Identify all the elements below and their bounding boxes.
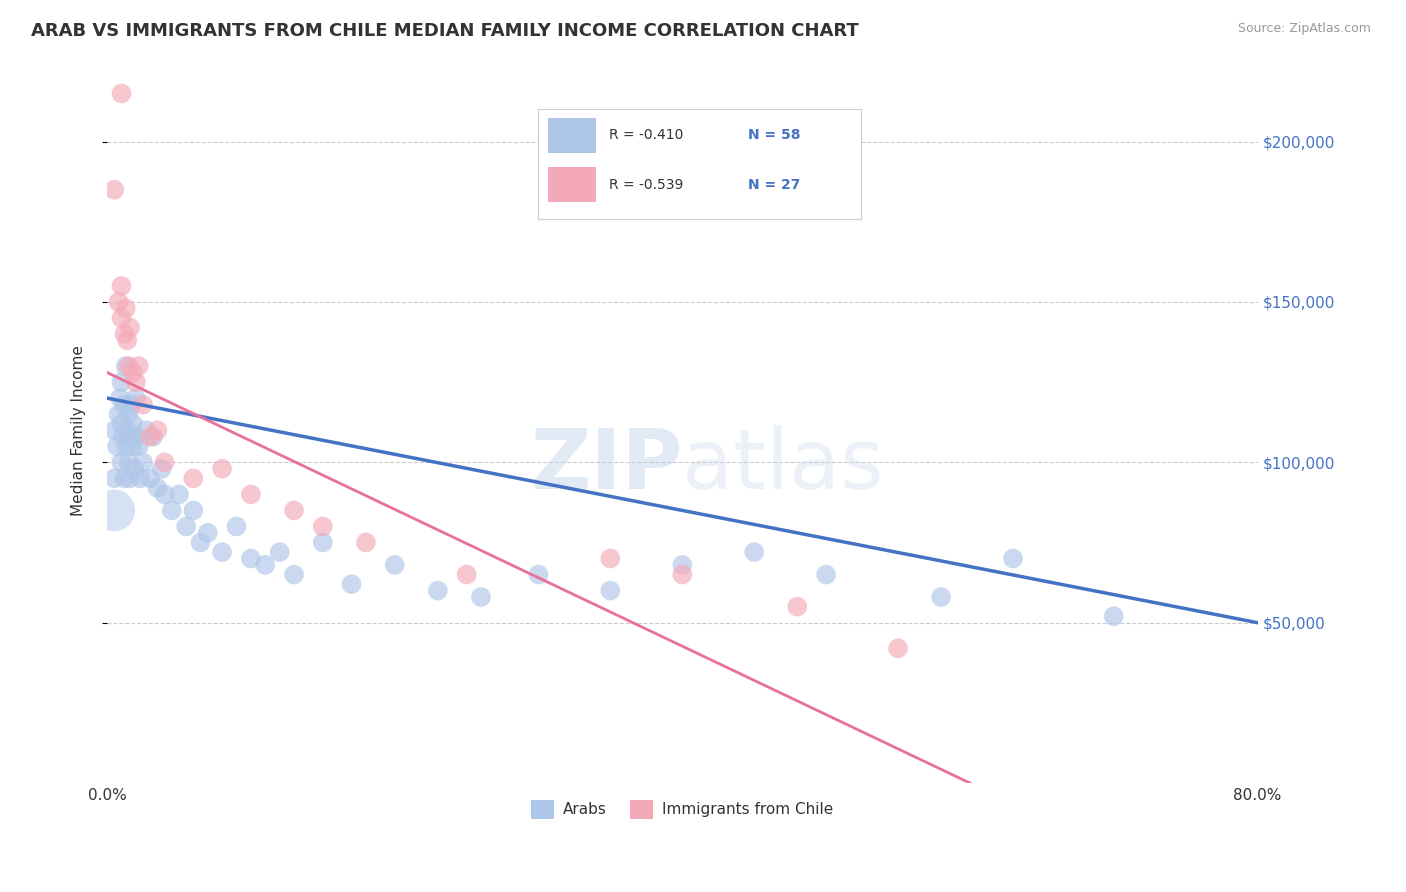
Point bbox=[786, 599, 808, 614]
Text: atlas: atlas bbox=[682, 425, 884, 506]
Point bbox=[190, 535, 212, 549]
Point bbox=[153, 455, 176, 469]
Point bbox=[122, 417, 145, 431]
Text: ARAB VS IMMIGRANTS FROM CHILE MEDIAN FAMILY INCOME CORRELATION CHART: ARAB VS IMMIGRANTS FROM CHILE MEDIAN FAM… bbox=[31, 22, 859, 40]
Point bbox=[283, 503, 305, 517]
Point bbox=[1102, 609, 1125, 624]
Point bbox=[110, 279, 132, 293]
Point bbox=[110, 417, 132, 431]
Point bbox=[117, 407, 139, 421]
Point bbox=[456, 567, 478, 582]
Point bbox=[599, 583, 621, 598]
Point bbox=[146, 423, 169, 437]
Point bbox=[146, 481, 169, 495]
Point bbox=[112, 398, 135, 412]
Point bbox=[110, 310, 132, 325]
Point bbox=[110, 87, 132, 101]
Point bbox=[153, 487, 176, 501]
Point bbox=[114, 301, 136, 316]
Y-axis label: Median Family Income: Median Family Income bbox=[72, 345, 86, 516]
Point bbox=[132, 455, 155, 469]
Point bbox=[167, 487, 190, 501]
Point bbox=[105, 439, 128, 453]
Point bbox=[107, 295, 129, 310]
Point bbox=[111, 430, 134, 444]
Point bbox=[132, 398, 155, 412]
Point bbox=[124, 461, 146, 475]
Text: Source: ZipAtlas.com: Source: ZipAtlas.com bbox=[1237, 22, 1371, 36]
Point bbox=[120, 320, 142, 334]
Point bbox=[671, 558, 693, 572]
Point bbox=[254, 558, 277, 572]
Point bbox=[122, 366, 145, 380]
Point bbox=[211, 461, 233, 475]
Point bbox=[115, 334, 138, 348]
Point bbox=[426, 583, 449, 598]
Point bbox=[129, 471, 152, 485]
Point bbox=[225, 519, 247, 533]
Point bbox=[115, 423, 138, 437]
Point bbox=[340, 577, 363, 591]
Point bbox=[671, 567, 693, 582]
Point bbox=[239, 487, 262, 501]
Point bbox=[599, 551, 621, 566]
Point bbox=[103, 503, 125, 517]
Point bbox=[125, 375, 148, 389]
Point bbox=[742, 545, 765, 559]
Point bbox=[114, 359, 136, 373]
Point bbox=[312, 535, 335, 549]
Point bbox=[114, 439, 136, 453]
Point bbox=[103, 423, 125, 437]
Point bbox=[283, 567, 305, 582]
Point bbox=[110, 455, 132, 469]
Legend: Arabs, Immigrants from Chile: Arabs, Immigrants from Chile bbox=[524, 794, 839, 825]
Point bbox=[122, 439, 145, 453]
Point bbox=[125, 391, 148, 405]
Point bbox=[211, 545, 233, 559]
Point bbox=[527, 567, 550, 582]
Point bbox=[312, 519, 335, 533]
Point bbox=[150, 461, 173, 475]
Point bbox=[120, 430, 142, 444]
Point bbox=[103, 471, 125, 485]
Point bbox=[121, 398, 143, 412]
Point bbox=[887, 641, 910, 656]
Point bbox=[142, 430, 165, 444]
Point bbox=[139, 471, 162, 485]
Point bbox=[117, 359, 139, 373]
Point bbox=[120, 471, 142, 485]
Point bbox=[128, 439, 150, 453]
Point bbox=[929, 590, 952, 604]
Point bbox=[183, 503, 205, 517]
Point bbox=[470, 590, 492, 604]
Point bbox=[354, 535, 377, 549]
Point bbox=[107, 407, 129, 421]
Point bbox=[174, 519, 197, 533]
Point bbox=[197, 525, 219, 540]
Point bbox=[110, 375, 132, 389]
Point bbox=[160, 503, 183, 517]
Point bbox=[815, 567, 838, 582]
Point bbox=[1002, 551, 1025, 566]
Point bbox=[117, 455, 139, 469]
Point bbox=[135, 423, 157, 437]
Point bbox=[108, 391, 131, 405]
Text: ZIP: ZIP bbox=[530, 425, 682, 506]
Point bbox=[139, 430, 162, 444]
Point bbox=[128, 359, 150, 373]
Point bbox=[112, 471, 135, 485]
Point bbox=[112, 326, 135, 341]
Point bbox=[239, 551, 262, 566]
Point bbox=[269, 545, 291, 559]
Point bbox=[183, 471, 205, 485]
Point bbox=[103, 183, 125, 197]
Point bbox=[125, 430, 148, 444]
Point bbox=[384, 558, 406, 572]
